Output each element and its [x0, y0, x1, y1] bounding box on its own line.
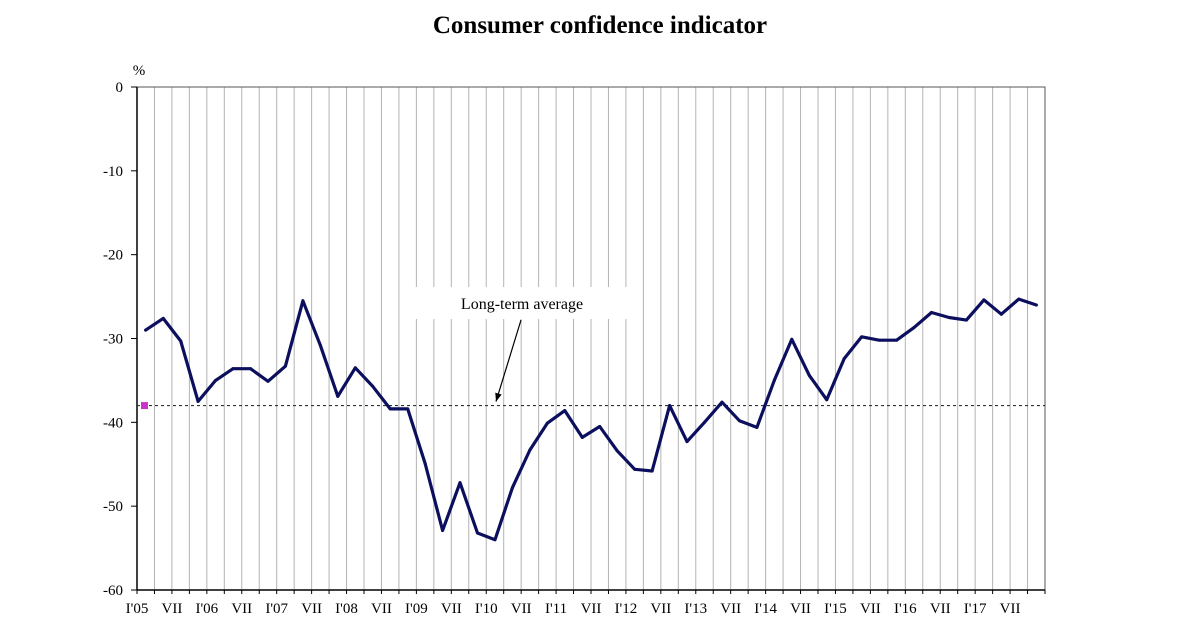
x-tick-label: VII — [301, 601, 322, 617]
x-tick-label: I'15 — [824, 601, 847, 617]
data-point — [528, 448, 532, 452]
x-tick-label: I'06 — [195, 601, 218, 617]
data-point — [510, 486, 514, 490]
data-point — [912, 326, 916, 330]
series-line — [144, 297, 1038, 542]
start-marker — [141, 402, 148, 410]
data-point — [179, 339, 183, 343]
data-point — [737, 419, 741, 423]
data-point — [930, 311, 933, 315]
x-tick-label: VII — [860, 601, 881, 617]
x-tick-label: VII — [231, 601, 252, 617]
x-tick-label: VII — [790, 601, 811, 617]
y-tick-label: -30 — [103, 332, 123, 348]
annotation-arrowhead — [495, 392, 502, 402]
data-point — [388, 407, 392, 411]
data-point — [580, 435, 584, 439]
data-point — [650, 469, 654, 473]
data-point — [982, 298, 986, 302]
data-point — [476, 531, 479, 535]
y-tick-label: -40 — [103, 415, 123, 431]
y-tick-label: 0 — [116, 80, 124, 96]
data-point — [144, 328, 148, 332]
data-point — [493, 538, 497, 542]
y-tick-label: -10 — [103, 164, 123, 180]
x-tick-label: I'07 — [265, 601, 288, 617]
data-point — [545, 421, 549, 425]
data-point — [668, 404, 672, 408]
labels: 0 -10 -20 -30 -40 -50 -60% I'05 VII I'06 VII I'07 VI… — [103, 63, 1020, 617]
x-tick-label: I'16 — [894, 601, 917, 617]
long-term-average — [137, 287, 1045, 410]
data-point — [877, 338, 881, 342]
data-point — [685, 440, 689, 444]
data-point — [423, 461, 427, 465]
data-point — [825, 398, 829, 402]
data-point — [790, 337, 794, 341]
x-tick-label: I'08 — [335, 601, 358, 617]
data-point — [301, 299, 305, 303]
data-point — [1034, 303, 1038, 307]
x-tick-label: VII — [371, 601, 392, 617]
data-point — [231, 367, 235, 371]
data-point — [964, 318, 968, 322]
chart-title: Consumer confidence indicator — [432, 12, 768, 39]
x-tick-label: I'13 — [684, 601, 707, 617]
series — [144, 297, 1038, 542]
x-tick-label: I'17 — [964, 601, 987, 617]
annotation-box — [415, 287, 629, 319]
data-point — [161, 316, 165, 320]
data-point — [336, 394, 340, 398]
x-tick-label: I'09 — [405, 601, 428, 617]
y-tick-label: -60 — [103, 583, 123, 599]
x-tick-label: VII — [1000, 601, 1021, 617]
data-point — [214, 378, 218, 382]
x-tick-label: I'05 — [126, 601, 149, 617]
y-axis-label: % — [133, 63, 146, 79]
data-point — [1017, 297, 1021, 301]
y-tick-label: -50 — [103, 499, 123, 515]
data-point — [249, 367, 252, 371]
data-point — [807, 373, 811, 377]
data-point — [283, 364, 287, 368]
data-point — [895, 338, 899, 342]
data-point — [860, 335, 864, 339]
data-point — [458, 481, 462, 485]
x-tick-label: VII — [581, 601, 602, 617]
data-point — [842, 357, 846, 361]
x-tick-label: I'12 — [615, 601, 638, 617]
axes — [131, 86, 1046, 594]
x-tick-label: VII — [162, 601, 183, 617]
x-tick-label: I'14 — [754, 601, 777, 617]
x-tick-label: VII — [650, 601, 671, 617]
data-point — [947, 316, 951, 320]
x-tick-label: VII — [511, 601, 532, 617]
data-point — [371, 384, 375, 388]
y-tick-label: -20 — [103, 248, 123, 264]
x-tick-label: I'11 — [545, 601, 567, 617]
data-point — [772, 378, 776, 382]
data-point — [406, 407, 410, 411]
annotation-arrow — [495, 319, 522, 402]
x-tick-label: VII — [930, 601, 951, 617]
x-tick-label: VII — [720, 601, 741, 617]
x-tick-label: I'10 — [475, 601, 498, 617]
data-point — [318, 343, 322, 347]
data-point — [196, 399, 200, 403]
data-point — [266, 379, 270, 383]
data-point — [441, 528, 445, 532]
data-point — [720, 400, 724, 404]
data-point — [598, 425, 602, 429]
gridlines — [153, 87, 1029, 590]
data-point — [703, 420, 706, 424]
data-point — [563, 409, 567, 413]
x-tick-label: VII — [441, 601, 462, 617]
data-point — [633, 467, 637, 471]
data-point — [615, 449, 619, 453]
data-point — [999, 312, 1003, 316]
data-point — [755, 425, 759, 429]
data-point — [353, 366, 357, 370]
annotation-label: Long-term average — [461, 296, 583, 313]
